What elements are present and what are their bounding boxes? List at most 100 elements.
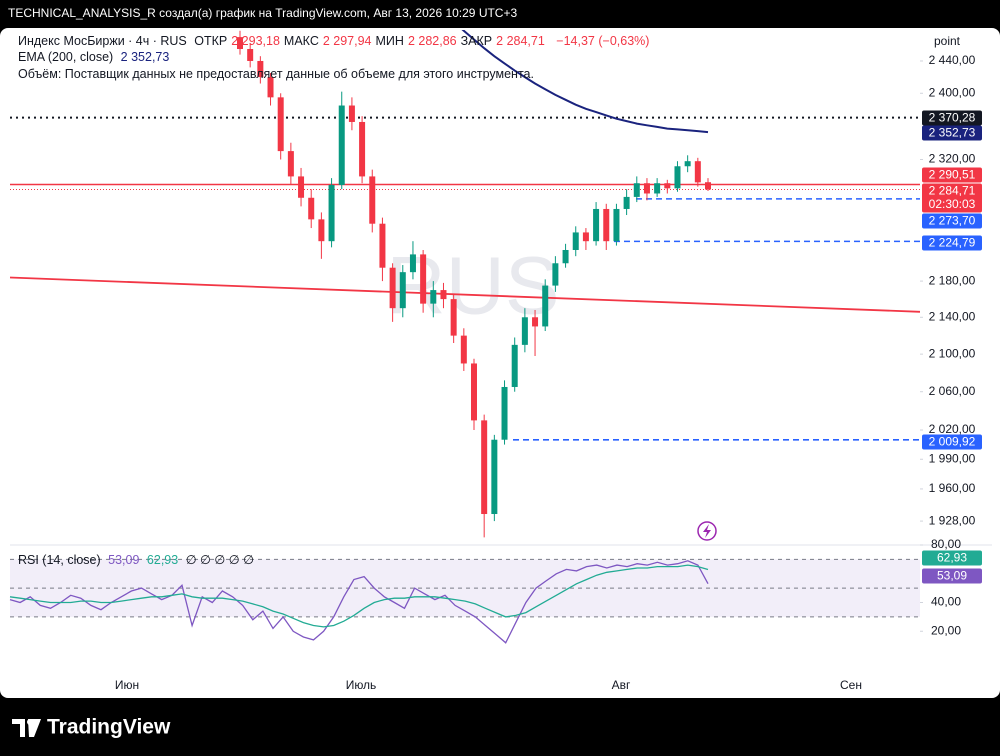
ohlc-label: ЗАКР — [460, 34, 493, 48]
rsi-band — [10, 559, 920, 617]
y-tick-label: 2 180,00 — [929, 273, 976, 287]
ema-label: 2 352,73 — [929, 126, 976, 140]
candle-body — [359, 121, 366, 177]
brand: TradingView — [47, 716, 171, 739]
y-unit: point — [934, 34, 961, 48]
candle-body — [338, 105, 345, 185]
candle-body — [369, 176, 376, 224]
brand-logo — [12, 719, 41, 737]
y-tick-label: 2 400,00 — [929, 85, 976, 99]
candle-body — [481, 420, 488, 515]
price-line-label: 2 009,92 — [929, 435, 976, 449]
price-line-label-box — [922, 213, 982, 229]
candle-body — [491, 439, 498, 515]
main-legend: Индекс МосБиржи · 4ч · RUS ОТКР 2 293,18 М… — [18, 34, 653, 48]
candle-body — [674, 166, 681, 189]
candle-body — [298, 176, 305, 198]
rsi-value-label-box — [922, 550, 982, 566]
ema-value: 2 352,73 — [120, 50, 170, 64]
price-line-label-box — [922, 434, 982, 450]
rsi-value-label-box — [922, 568, 982, 584]
candle-body — [277, 97, 284, 152]
last-price-label: 2 284,71 — [929, 184, 976, 198]
candle-body — [450, 299, 457, 336]
last-price-label-box — [922, 183, 982, 213]
rsi-extra: ∅ ∅ ∅ ∅ ∅ — [185, 553, 255, 567]
candle-body — [623, 196, 630, 209]
countdown: 02:30:03 — [929, 197, 976, 211]
rsi-line — [9, 560, 709, 644]
change: −14,37 (−0,63%) — [556, 34, 650, 48]
price-pane — [10, 30, 920, 538]
candle-body — [379, 223, 386, 268]
ema-legend: EMA (200, close) 2 352,73 — [18, 50, 173, 64]
price-line-label-box — [922, 167, 982, 183]
y-tick-label: 2 100,00 — [929, 346, 976, 360]
y-tick-label: 1 928,00 — [929, 513, 976, 527]
candle-body — [420, 254, 427, 304]
candle-body — [613, 208, 620, 242]
candle-body — [308, 197, 315, 220]
candle-body — [532, 317, 539, 327]
candle-body — [572, 232, 579, 250]
y-tick-label: 2 020,00 — [929, 422, 976, 436]
candle-body — [287, 151, 294, 177]
x-tick-label: Июн — [115, 678, 139, 692]
price-line-label: 2 273,70 — [929, 214, 976, 228]
candle-body — [705, 182, 711, 190]
rsi-tick-label: 40,00 — [931, 595, 961, 609]
candle-body — [562, 249, 569, 264]
rsi-tick-label: 20,00 — [931, 623, 961, 637]
candle-body — [257, 60, 264, 78]
ohlc-value: 2 297,94 — [322, 34, 372, 48]
candle-body — [582, 232, 589, 242]
y-tick-label: 1 960,00 — [929, 481, 976, 495]
candle-body — [409, 254, 416, 273]
ohlc-label: МАКС — [283, 34, 319, 48]
alert-icon — [697, 521, 717, 541]
candle-body — [511, 344, 518, 387]
volume-note: Объём: Поставщик данных не предоставляет… — [18, 67, 534, 81]
ohlc-value: 2 293,18 — [231, 34, 280, 48]
rsi-value: 53,09 — [108, 553, 140, 567]
rsi-title: RSI (14, close) — [18, 553, 101, 567]
rsi-line — [9, 564, 709, 628]
ohlc: ОТКР 2 293,18 МАКС 2 297,94 МИН 2 282,86 ЗАКР 2… — [194, 34, 549, 48]
candle-body — [664, 183, 671, 189]
rsi-value-label: 53,09 — [937, 569, 967, 583]
ema-label-box — [922, 125, 982, 141]
candle-body — [348, 105, 355, 122]
candle-body — [389, 267, 396, 309]
candle-body — [318, 219, 325, 242]
x-tick-label: Июль — [346, 678, 377, 692]
ohlc-value: 2 282,86 — [407, 34, 457, 48]
candle-body — [501, 386, 508, 440]
ohlc-label: МИН — [375, 34, 404, 48]
rsi-legend: RSI (14, close) 53,09 62,93 ∅ ∅ ∅ ∅ ∅ — [18, 552, 258, 567]
candle-body — [430, 290, 437, 304]
candle-body — [633, 183, 640, 197]
candle-body — [471, 363, 477, 421]
rsi-ma-value: 62,93 — [146, 553, 179, 567]
x-tick-label: Сен — [840, 678, 862, 692]
attribution: TECHNICAL_ANALYSIS_R создал(а) график на… — [8, 6, 518, 20]
y-tick-label: 2 060,00 — [929, 384, 976, 398]
price-line-label-box — [922, 235, 982, 251]
candle-body — [267, 77, 274, 98]
x-tick-label: Авг — [612, 678, 631, 692]
candle-body — [542, 285, 549, 327]
price-line-label: 2 290,51 — [929, 168, 976, 182]
ohlc-value: 2 284,71 — [496, 34, 545, 48]
candle-body — [603, 208, 610, 242]
price-line-label-box — [922, 110, 982, 126]
y-tick-label: 2 140,00 — [929, 309, 976, 323]
candle-body — [237, 37, 243, 50]
candle-body — [654, 183, 661, 194]
candle-body — [552, 263, 559, 286]
candle-body — [521, 317, 528, 345]
ema-line — [461, 30, 709, 134]
y-tick-label: 2 440,00 — [929, 53, 976, 67]
ema-name: EMA (200, close) — [18, 50, 114, 64]
